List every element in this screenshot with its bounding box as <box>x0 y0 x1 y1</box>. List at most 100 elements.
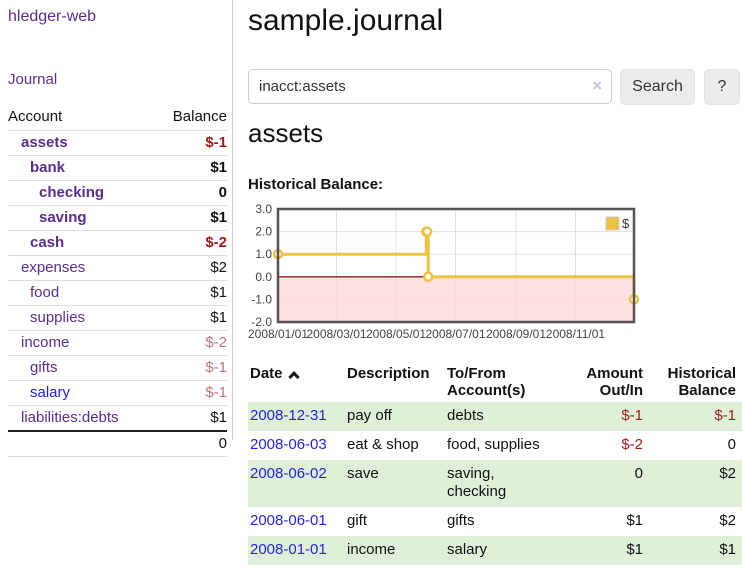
accounts-total-row: 0 <box>8 431 227 457</box>
transaction-accounts: food, supplies <box>447 436 540 453</box>
register-header-balance: Historical Balance <box>667 365 736 399</box>
accounts-header-account: Account <box>8 108 63 125</box>
svg-text:2008/07/01: 2008/07/01 <box>425 327 485 341</box>
main-panel: sample.journal × Search ? assets Histori… <box>248 0 742 582</box>
account-link[interactable]: liabilities:debts <box>21 409 119 426</box>
transaction-accounts: salary <box>447 541 488 558</box>
account-balance: $2 <box>210 259 227 276</box>
clear-search-icon[interactable]: × <box>592 76 602 95</box>
account-row: assets $-1 <box>8 130 227 156</box>
search-bar: × Search ? <box>248 69 742 105</box>
account-link[interactable]: saving <box>39 209 87 226</box>
account-link[interactable]: income <box>21 334 70 351</box>
account-heading: assets <box>248 118 324 148</box>
search-input[interactable] <box>248 69 612 104</box>
svg-text:-2.0: -2.0 <box>251 315 272 329</box>
register-row: 2008-06-02 save saving, checking 0 $2 <box>248 460 742 507</box>
svg-text:3.0: 3.0 <box>255 202 272 216</box>
register-header-description: Description <box>347 365 430 382</box>
account-balance: $1 <box>210 284 227 301</box>
register-header-row: Date Description To/From Account(s) Amou… <box>248 363 742 402</box>
account-link[interactable]: expenses <box>21 259 86 276</box>
svg-text:1.0: 1.0 <box>255 247 272 261</box>
transaction-description: eat & shop <box>347 436 419 453</box>
account-row: gifts $-1 <box>8 355 227 381</box>
account-balance: $-2 <box>205 334 227 351</box>
transaction-date-link[interactable]: 2008-01-01 <box>250 541 327 558</box>
accounts-total-value: 0 <box>218 435 227 452</box>
accounts-header-balance: Balance <box>172 108 227 125</box>
transaction-description: save <box>347 465 379 482</box>
register-row: 2008-12-31 pay off debts $-1 $-1 <box>248 402 742 431</box>
account-row: bank $1 <box>8 155 227 181</box>
account-balance: $-1 <box>205 134 227 151</box>
search-button[interactable]: Search <box>620 69 695 105</box>
svg-text:2008/11/01: 2008/11/01 <box>546 327 605 341</box>
register-header-date[interactable]: Date <box>248 363 345 402</box>
transaction-balance: 0 <box>727 436 736 453</box>
transaction-balance: $2 <box>719 512 736 529</box>
account-row: expenses $2 <box>8 255 227 281</box>
chart-title: Historical Balance: <box>248 176 384 193</box>
account-row: supplies $1 <box>8 305 227 331</box>
account-link[interactable]: assets <box>21 134 68 151</box>
svg-text:2008/09/01: 2008/09/01 <box>486 327 546 341</box>
account-link[interactable]: checking <box>39 184 105 201</box>
accounts-header-row: Account Balance <box>8 104 227 131</box>
transaction-description: gift <box>347 512 368 529</box>
account-row: income $-2 <box>8 330 227 356</box>
transaction-amount: $1 <box>626 541 643 558</box>
account-link[interactable]: supplies <box>30 309 86 326</box>
register-header-amount: Amount Out/In <box>586 365 643 399</box>
account-balance: $1 <box>210 209 227 226</box>
account-balance: 0 <box>218 184 227 201</box>
accounts-table: Account Balance assets $-1 bank $1 checking 0… <box>8 104 227 457</box>
account-link[interactable]: gifts <box>30 359 58 376</box>
register-row: 2008-06-01 gift gifts $1 $2 <box>248 507 742 536</box>
svg-text:2008/03/01: 2008/03/01 <box>306 327 366 341</box>
help-button[interactable]: ? <box>704 69 740 105</box>
account-row: cash $-2 <box>8 230 227 256</box>
account-balance: $-2 <box>205 234 227 251</box>
register-header-accounts: To/From Account(s) <box>447 365 526 399</box>
historical-balance-chart[interactable]: 3.0 2.0 1.0 0.0 -1.0 -2.02008/01/012008/03/01… <box>248 202 742 355</box>
transaction-balance: $-1 <box>714 407 736 424</box>
account-row: checking 0 <box>8 180 227 206</box>
app-title-link[interactable]: hledger-web <box>8 8 97 25</box>
nav-journal-link[interactable]: Journal <box>8 71 58 88</box>
svg-text:2008/05/01: 2008/05/01 <box>366 327 426 341</box>
transaction-description: income <box>347 541 396 558</box>
transaction-amount: 0 <box>634 465 643 482</box>
transaction-amount: $-2 <box>621 436 643 453</box>
account-link[interactable]: bank <box>30 159 66 176</box>
svg-text:2.0: 2.0 <box>255 225 272 239</box>
sort-ascending-icon <box>287 371 300 383</box>
account-row: salary $-1 <box>8 380 227 406</box>
transaction-accounts: gifts <box>447 512 475 529</box>
transaction-accounts: debts <box>447 407 484 424</box>
account-link[interactable]: food <box>30 284 60 301</box>
svg-text:2008/01/01: 2008/01/01 <box>248 327 308 341</box>
account-balance: $1 <box>210 409 227 426</box>
register-table: Date Description To/From Account(s) Amou… <box>248 363 742 565</box>
transaction-accounts: saving, checking <box>447 465 507 500</box>
account-link[interactable]: cash <box>30 234 65 251</box>
svg-text:-1.0: -1.0 <box>251 292 272 306</box>
transaction-date-link[interactable]: 2008-06-02 <box>250 465 327 482</box>
transaction-amount: $-1 <box>621 407 643 424</box>
transaction-date-link[interactable]: 2008-12-31 <box>250 407 327 424</box>
account-balance: $1 <box>210 159 227 176</box>
account-balance: $1 <box>210 309 227 326</box>
account-row: saving $1 <box>8 205 227 231</box>
transaction-date-link[interactable]: 2008-06-01 <box>250 512 327 529</box>
transaction-date-link[interactable]: 2008-06-03 <box>250 436 327 453</box>
svg-text:$: $ <box>622 216 630 231</box>
account-row: food $1 <box>8 280 227 306</box>
page-title: sample.journal <box>248 4 444 37</box>
account-link[interactable]: salary <box>30 384 71 401</box>
account-balance: $-1 <box>205 384 227 401</box>
account-balance: $-1 <box>205 359 227 376</box>
transaction-description: pay off <box>347 407 392 424</box>
svg-text:0.0: 0.0 <box>255 270 272 284</box>
transaction-balance: $2 <box>719 465 736 482</box>
